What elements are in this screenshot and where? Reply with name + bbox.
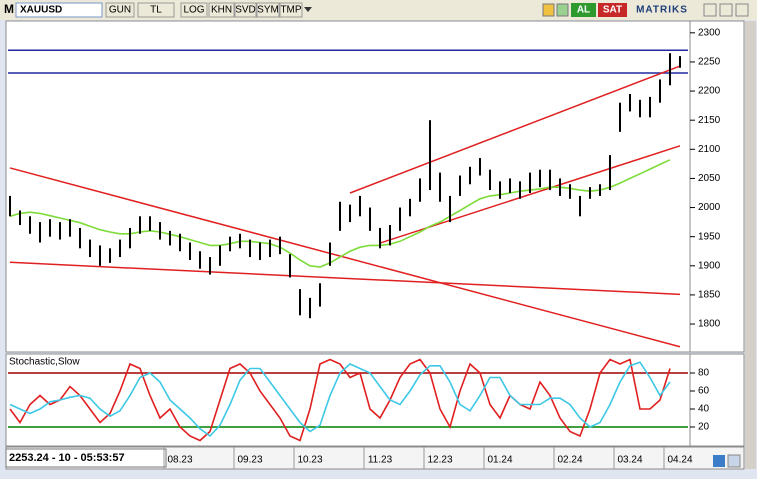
y-tick-label: 80 [698,368,710,379]
y-tick-label: 1800 [698,319,721,330]
stochastic-line [9,358,671,442]
price-pane [5,20,691,353]
toolbar-button-label: GUN [109,5,131,16]
dropdown-icon[interactable] [304,7,312,12]
y-tick-label: 2000 [698,202,721,213]
symbol-box[interactable] [15,2,103,18]
nav-icon[interactable] [727,454,741,468]
stochastic-title: Stochastic,Slow [9,357,80,368]
y-tick-label: 1850 [698,290,721,301]
x-tick-label: 10.23 [297,455,322,466]
y-tick-label: 1950 [698,231,721,242]
toolbar-button[interactable] [105,2,135,18]
trend-line [349,65,681,194]
toolbar-button[interactable] [256,2,280,18]
logo: M [4,2,14,16]
x-tick-label: 01.24 [487,455,512,466]
maximize-button[interactable] [719,3,733,17]
toolbar-button-label: SYM [257,5,279,16]
sell-button[interactable] [598,3,627,17]
toolbar-button-label: KHN [211,5,232,16]
edit-icon[interactable] [542,3,555,17]
x-tick-label: 03.24 [617,455,642,466]
toolbar-button[interactable] [234,2,257,18]
trend-line [9,167,681,348]
y-tick-label: 2150 [698,115,721,126]
sell-label: SAT [603,5,622,16]
minimize-button[interactable] [703,3,717,17]
y-tick-label: 2300 [698,27,721,38]
toolbar-button[interactable] [208,2,235,18]
x-tick-label: 12.23 [427,455,452,466]
y-tick-label: 2050 [698,173,721,184]
buy-label: AL [577,5,590,16]
x-tick-label: 08.23 [167,455,192,466]
price-scale [689,20,745,353]
stochastic-line [9,361,671,438]
symbol: XAUUSD [20,5,62,16]
x-tick-label: 02.24 [557,455,582,466]
status-box [5,448,167,468]
sync-icon[interactable] [713,455,725,467]
toolbar-button-label: SVD [235,5,256,16]
y-tick-label: 60 [698,386,710,397]
y-tick-label: 40 [698,404,710,415]
y-tick-label: 20 [698,422,710,433]
x-tick-label: 09.23 [237,455,262,466]
close-button[interactable] [735,3,749,17]
toolbar-button[interactable] [279,2,303,18]
y-tick-label: 2250 [698,57,721,68]
y-tick-label: 2100 [698,144,721,155]
x-tick-label: 04.24 [667,455,692,466]
toolbar-button[interactable] [180,2,208,18]
status-text: 2253.24 - 10 - 05:53:57 [9,452,125,464]
stochastic-scale [689,353,745,447]
stochastic-pane [5,353,691,447]
toolbar-button[interactable] [137,2,175,18]
toolbar-button-label: LOG [183,5,204,16]
toolbar-button-label: TMP [280,5,301,16]
buy-button[interactable] [571,3,596,17]
x-tick-label: 11.23 [368,455,393,466]
y-tick-label: 1900 [698,260,721,271]
scrollbar[interactable] [745,21,756,469]
refresh-icon[interactable] [556,3,569,17]
y-tick-label: 2200 [698,86,721,97]
brand: MATRIKS [636,5,688,16]
toolbar-button-label: TL [150,5,162,16]
trend-line [9,261,681,296]
